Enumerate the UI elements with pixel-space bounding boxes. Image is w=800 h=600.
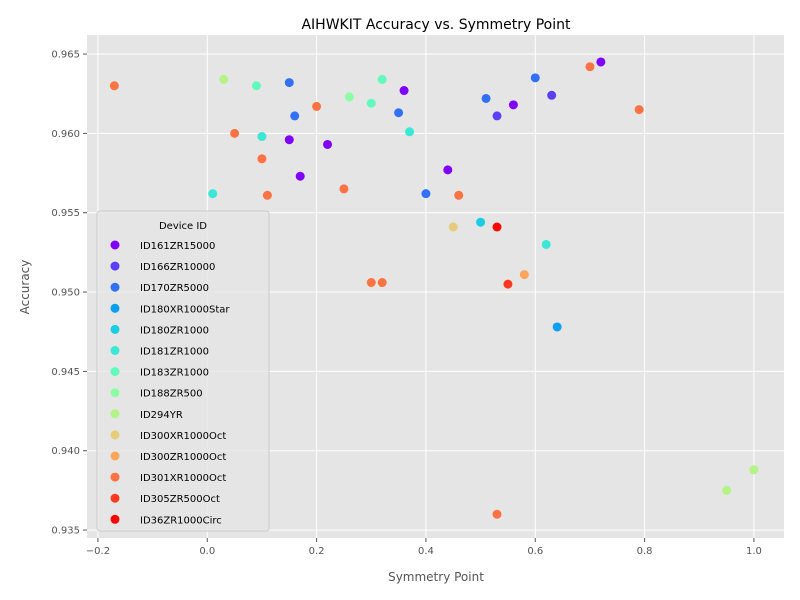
legend-label: ID181ZR1000 bbox=[140, 347, 209, 358]
y-tick-label: 0.965 bbox=[51, 50, 80, 61]
x-tick-label: −0.2 bbox=[86, 546, 110, 557]
legend-label: ID170ZR5000 bbox=[140, 283, 209, 294]
y-tick-label: 0.935 bbox=[51, 526, 80, 537]
data-point bbox=[519, 270, 529, 280]
legend-label: ID36ZR1000Circ bbox=[140, 515, 222, 526]
y-tick-label: 0.940 bbox=[51, 446, 80, 457]
legend-title: Device ID bbox=[159, 221, 207, 232]
y-tick-label: 0.960 bbox=[51, 129, 80, 140]
x-tick-label: 0.6 bbox=[527, 546, 543, 557]
data-point bbox=[492, 111, 502, 121]
data-point bbox=[530, 73, 540, 83]
legend-label: ID300ZR1000Oct bbox=[140, 452, 226, 463]
data-point bbox=[295, 171, 305, 181]
data-points bbox=[109, 57, 759, 519]
data-point bbox=[344, 92, 354, 102]
data-point bbox=[284, 78, 294, 88]
data-point bbox=[399, 86, 409, 96]
data-point bbox=[541, 239, 551, 249]
data-point bbox=[290, 111, 300, 121]
x-tick-label: 0.8 bbox=[637, 546, 653, 557]
legend-label: ID305ZR500Oct bbox=[140, 494, 220, 505]
data-point bbox=[257, 154, 267, 164]
data-point bbox=[109, 81, 119, 91]
legend-marker bbox=[110, 430, 120, 440]
data-point bbox=[339, 184, 349, 194]
y-axis-label: Accuracy bbox=[18, 260, 32, 315]
data-point bbox=[596, 57, 606, 67]
chart-title: AIHWKIT Accuracy vs. Symmetry Point bbox=[301, 17, 571, 33]
legend-marker bbox=[110, 451, 120, 461]
legend-marker bbox=[110, 409, 120, 419]
data-point bbox=[492, 509, 502, 519]
y-axis-ticks: 0.935 0.940 0.945 0.950 0.955 0.960 0.965 bbox=[51, 50, 87, 537]
legend-label: ID301XR1000Oct bbox=[140, 473, 226, 484]
data-point bbox=[323, 139, 333, 149]
legend-marker bbox=[110, 388, 120, 398]
data-point bbox=[257, 132, 267, 142]
legend-marker bbox=[110, 282, 120, 292]
legend-items: ID161ZR15000 ID166ZR10000 ID170ZR5000 ID180… bbox=[110, 240, 230, 526]
legend: Device ID ID161ZR15000 ID166ZR10000 ID170Z… bbox=[96, 210, 270, 532]
legend-marker bbox=[110, 303, 120, 313]
data-point bbox=[443, 165, 453, 175]
data-point bbox=[547, 90, 557, 100]
grid bbox=[87, 35, 784, 538]
data-point bbox=[284, 135, 294, 145]
data-point bbox=[492, 222, 502, 232]
y-tick-label: 0.950 bbox=[51, 288, 80, 299]
x-tick-label: 0.4 bbox=[418, 546, 434, 557]
data-point bbox=[366, 98, 376, 108]
x-tick-label: 0.2 bbox=[309, 546, 325, 557]
legend-label: ID161ZR15000 bbox=[140, 241, 215, 252]
legend-marker bbox=[110, 346, 120, 355]
legend-label: ID183ZR1000 bbox=[140, 368, 209, 379]
legend-marker bbox=[110, 240, 120, 250]
legend-label: ID300XR1000Oct bbox=[140, 431, 226, 442]
legend-box bbox=[96, 210, 270, 532]
data-point bbox=[634, 105, 644, 115]
legend-marker bbox=[110, 472, 120, 482]
data-point bbox=[262, 190, 272, 200]
data-point bbox=[377, 74, 387, 84]
x-axis-label: Symmetry Point bbox=[388, 570, 484, 584]
data-point bbox=[476, 217, 486, 227]
data-point bbox=[508, 100, 518, 110]
legend-marker bbox=[110, 367, 120, 377]
x-axis-ticks: −0.2 0.0 0.2 0.4 0.6 0.8 1.0 bbox=[86, 538, 762, 557]
data-point bbox=[448, 222, 458, 232]
data-point bbox=[377, 278, 387, 288]
legend-marker bbox=[110, 514, 120, 524]
data-point bbox=[366, 278, 376, 288]
data-point bbox=[749, 465, 759, 475]
x-tick-label: 1.0 bbox=[746, 546, 762, 557]
data-point bbox=[208, 189, 218, 199]
x-tick-label: 0.0 bbox=[199, 546, 215, 557]
legend-label: ID188ZR500 bbox=[140, 389, 203, 400]
data-point bbox=[481, 93, 491, 103]
data-point bbox=[405, 127, 415, 137]
data-point bbox=[421, 189, 431, 199]
data-point bbox=[251, 81, 261, 91]
data-point bbox=[394, 108, 404, 118]
data-point bbox=[230, 128, 240, 138]
data-point bbox=[585, 62, 595, 72]
data-point bbox=[219, 74, 229, 84]
legend-marker bbox=[110, 324, 120, 334]
y-tick-label: 0.955 bbox=[51, 208, 80, 219]
legend-marker bbox=[110, 261, 120, 271]
data-point bbox=[722, 485, 732, 495]
legend-label: ID180ZR1000 bbox=[140, 325, 209, 336]
data-point bbox=[552, 322, 562, 332]
legend-label: ID166ZR10000 bbox=[140, 262, 215, 273]
legend-label: ID294YR bbox=[140, 410, 183, 421]
legend-label: ID180XR1000Star bbox=[140, 304, 230, 315]
y-tick-label: 0.945 bbox=[51, 367, 80, 378]
data-point bbox=[503, 279, 513, 289]
data-point bbox=[312, 101, 322, 111]
legend-marker bbox=[110, 493, 120, 503]
data-point bbox=[454, 190, 464, 200]
